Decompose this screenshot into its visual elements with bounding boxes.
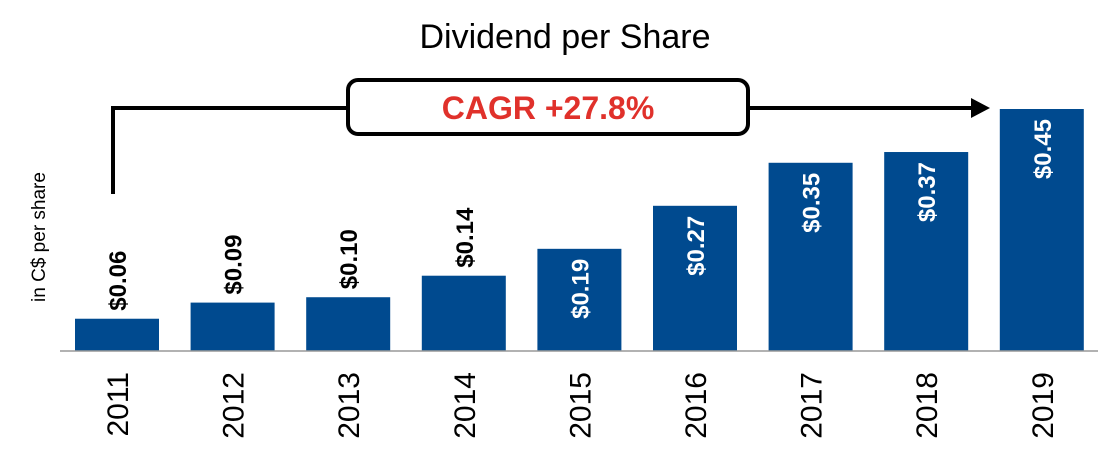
bar-2013	[306, 297, 391, 351]
bar-2017	[768, 162, 853, 351]
cagr-annotation: CAGR +27.8%	[442, 90, 655, 126]
x-tick-2017: 2017	[796, 372, 829, 439]
data-label-2016: $0.27	[683, 216, 710, 276]
arrowhead-icon	[971, 98, 990, 118]
data-label-2013: $0.10	[336, 229, 363, 289]
cagr-box	[346, 78, 750, 136]
x-tick-2011: 2011	[102, 372, 135, 437]
x-tick-2013: 2013	[333, 372, 366, 439]
data-label-2017: $0.35	[799, 173, 826, 233]
x-tick-2015: 2015	[564, 372, 597, 439]
bar-2016	[653, 205, 737, 351]
bar-2015	[537, 248, 622, 351]
bar-2018	[884, 152, 969, 351]
data-label-2012: $0.09	[221, 235, 248, 295]
bar-2019	[999, 109, 1084, 351]
x-tick-2016: 2016	[680, 372, 713, 439]
data-label-2019: $0.45	[1030, 119, 1057, 179]
bar-2012	[190, 302, 275, 351]
data-label-2015: $0.19	[567, 259, 594, 319]
chart-title: Dividend per Share	[419, 18, 710, 56]
bar-2011	[75, 318, 159, 351]
x-tick-2018: 2018	[911, 372, 944, 439]
x-tick-2014: 2014	[449, 372, 482, 439]
data-label-2014: $0.14	[452, 207, 479, 268]
x-tick-2012: 2012	[218, 372, 251, 439]
x-tick-2019: 2019	[1027, 372, 1060, 439]
data-label-2011: $0.06	[105, 251, 132, 311]
bar-2014	[421, 275, 506, 351]
data-label-2018: $0.37	[914, 162, 941, 222]
bars-group: $0.06 2011 $0.09 2012 $0.10 2013 $0.14 2014 $0.1…	[75, 109, 1084, 439]
y-axis-label: in C$ per share	[29, 172, 50, 302]
